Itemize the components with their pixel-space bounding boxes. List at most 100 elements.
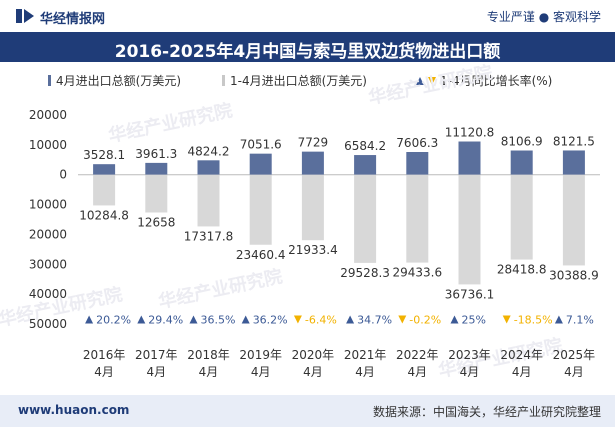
y-axis: 20000 10000 0 10000 20000 30000 40000 50000: [29, 108, 600, 331]
bar-ytd: [93, 174, 116, 206]
data-label-month: 3528.1: [83, 148, 125, 162]
x-tick-month: 4月: [303, 365, 323, 379]
data-label-ytd: 28418.8: [497, 263, 547, 277]
data-label-month: 7051.6: [240, 138, 282, 152]
logo-icon: [16, 9, 34, 23]
bar-ytd: [458, 174, 481, 285]
growth-rate-label: -6.4%: [305, 314, 337, 327]
footer-url[interactable]: www.huaon.com: [18, 403, 130, 417]
legend-label-growth: 1-4月同比增长率(%): [440, 73, 552, 88]
data-label-ytd: 36736.1: [445, 287, 495, 301]
data-label-month: 7729: [298, 136, 329, 150]
growth-up-icon: [346, 315, 355, 324]
growth-rate-label: 29.4%: [148, 314, 183, 327]
x-tick-year: 2016年: [83, 348, 126, 362]
bar-ytd: [197, 174, 220, 227]
site-name: 华经情报网: [40, 12, 106, 27]
bar-month: [406, 152, 429, 175]
bar-ytd: [145, 174, 168, 213]
data-source: 数据来源：中国海关，华经产业研究院整理: [372, 405, 601, 419]
x-tick-year: 2024年: [500, 348, 543, 362]
data-label-ytd: 10284.8: [79, 208, 129, 222]
bar-month: [197, 160, 220, 175]
y-tick-label: 50000: [29, 317, 67, 331]
bar-month: [249, 153, 272, 175]
bar-ytd: [301, 174, 324, 241]
legend-swatch-month: [48, 75, 51, 86]
legend: 4月进出口总额(万美元) 1-4月进出口总额(万美元) 1-4月同比增长率(%): [48, 73, 552, 88]
growth-up-icon: [241, 315, 250, 324]
x-tick-month: 4月: [199, 365, 219, 379]
growth-rate-label: 36.5%: [201, 314, 236, 327]
growth-up-icon: [137, 315, 146, 324]
data-label-month: 11120.8: [445, 126, 495, 140]
data-label-month: 8121.5: [553, 134, 595, 148]
y-tick-label: 10000: [29, 198, 67, 212]
growth-rate-label: 34.7%: [357, 314, 392, 327]
data-labels: 3528.1 10284.8 20.2% 3961.3 12658 29.4% 4824.2…: [79, 126, 598, 327]
data-label-month: 3961.3: [135, 147, 177, 161]
bar-ytd: [354, 174, 377, 263]
growth-rate-label: -0.2%: [409, 314, 441, 327]
x-tick-month: 4月: [146, 365, 166, 379]
data-label-ytd: 23460.4: [236, 248, 286, 262]
x-tick-year: 2017年: [135, 348, 178, 362]
tagline: 专业严谨 ● 客观科学: [486, 10, 601, 24]
x-tick-month: 4月: [94, 365, 114, 379]
legend-label-month: 4月进出口总额(万美元): [56, 74, 181, 88]
y-tick-label: 30000: [29, 257, 67, 271]
bar-ytd: [249, 174, 272, 245]
legend-up-triangle-icon: [416, 77, 424, 85]
watermark-text: 华经产业研究院: [156, 265, 284, 313]
y-tick-label: 10000: [29, 138, 67, 152]
bar-month: [510, 150, 533, 175]
x-tick-month: 4月: [564, 365, 584, 379]
watermark-text: 华经产业研究院: [106, 99, 234, 147]
bars: [93, 141, 585, 285]
growth-rate-label: 36.2%: [253, 314, 288, 327]
bar-ytd: [562, 174, 585, 266]
x-tick-year: 2020年: [292, 348, 335, 362]
growth-down-icon: [293, 315, 302, 324]
x-axis: 2016年 4月 2017年 4月 2018年 4月 2019年 4月 2020年 4月 2021年…: [83, 348, 595, 379]
bar-ytd: [406, 174, 429, 263]
data-label-ytd: 30388.9: [549, 268, 599, 282]
data-label-ytd: 21933.4: [288, 243, 338, 257]
bar-month: [458, 141, 481, 175]
bar-month: [562, 150, 585, 175]
legend-swatch-ytd: [222, 75, 225, 86]
bar-month: [301, 151, 324, 175]
x-tick-year: 2019年: [239, 348, 282, 362]
x-tick-year: 2021年: [344, 348, 387, 362]
growth-rate-label: 20.2%: [96, 314, 131, 327]
x-tick-year: 2022年: [396, 348, 439, 362]
x-tick-month: 4月: [355, 365, 375, 379]
data-label-month: 4824.2: [188, 144, 230, 158]
legend-label-ytd: 1-4月进出口总额(万美元): [230, 74, 367, 88]
growth-up-icon: [554, 315, 563, 324]
growth-rate-label: 7.1%: [566, 314, 594, 327]
growth-up-icon: [450, 315, 459, 324]
bar-month: [354, 155, 377, 175]
footer: www.huaon.com 数据来源：中国海关，华经产业研究院整理: [0, 395, 615, 427]
bar-month: [93, 164, 116, 175]
bar-month: [145, 162, 168, 175]
bar-ytd: [510, 174, 533, 260]
data-label-month: 7606.3: [396, 136, 438, 150]
data-label-month: 8106.9: [501, 135, 543, 149]
x-tick-month: 4月: [512, 365, 532, 379]
growth-rate-label: -18.5%: [514, 314, 553, 327]
watermark-text: 华经产业研究院: [366, 62, 494, 109]
y-tick-label: 40000: [29, 287, 67, 301]
growth-down-icon: [502, 315, 511, 324]
data-label-ytd: 17317.8: [184, 229, 234, 243]
title-bar: 2016-2025年4月中国与索马里双边货物进出口额: [0, 32, 615, 62]
growth-down-icon: [398, 315, 407, 324]
data-label-month: 6584.2: [344, 139, 386, 153]
y-tick-label: 0: [59, 168, 67, 182]
x-tick-month: 4月: [251, 365, 271, 379]
data-label-ytd: 29528.3: [340, 266, 390, 280]
y-tick-label: 20000: [29, 227, 67, 241]
top-bar: 华经情报网 专业严谨 ● 客观科学: [0, 0, 615, 32]
growth-up-icon: [85, 315, 94, 324]
